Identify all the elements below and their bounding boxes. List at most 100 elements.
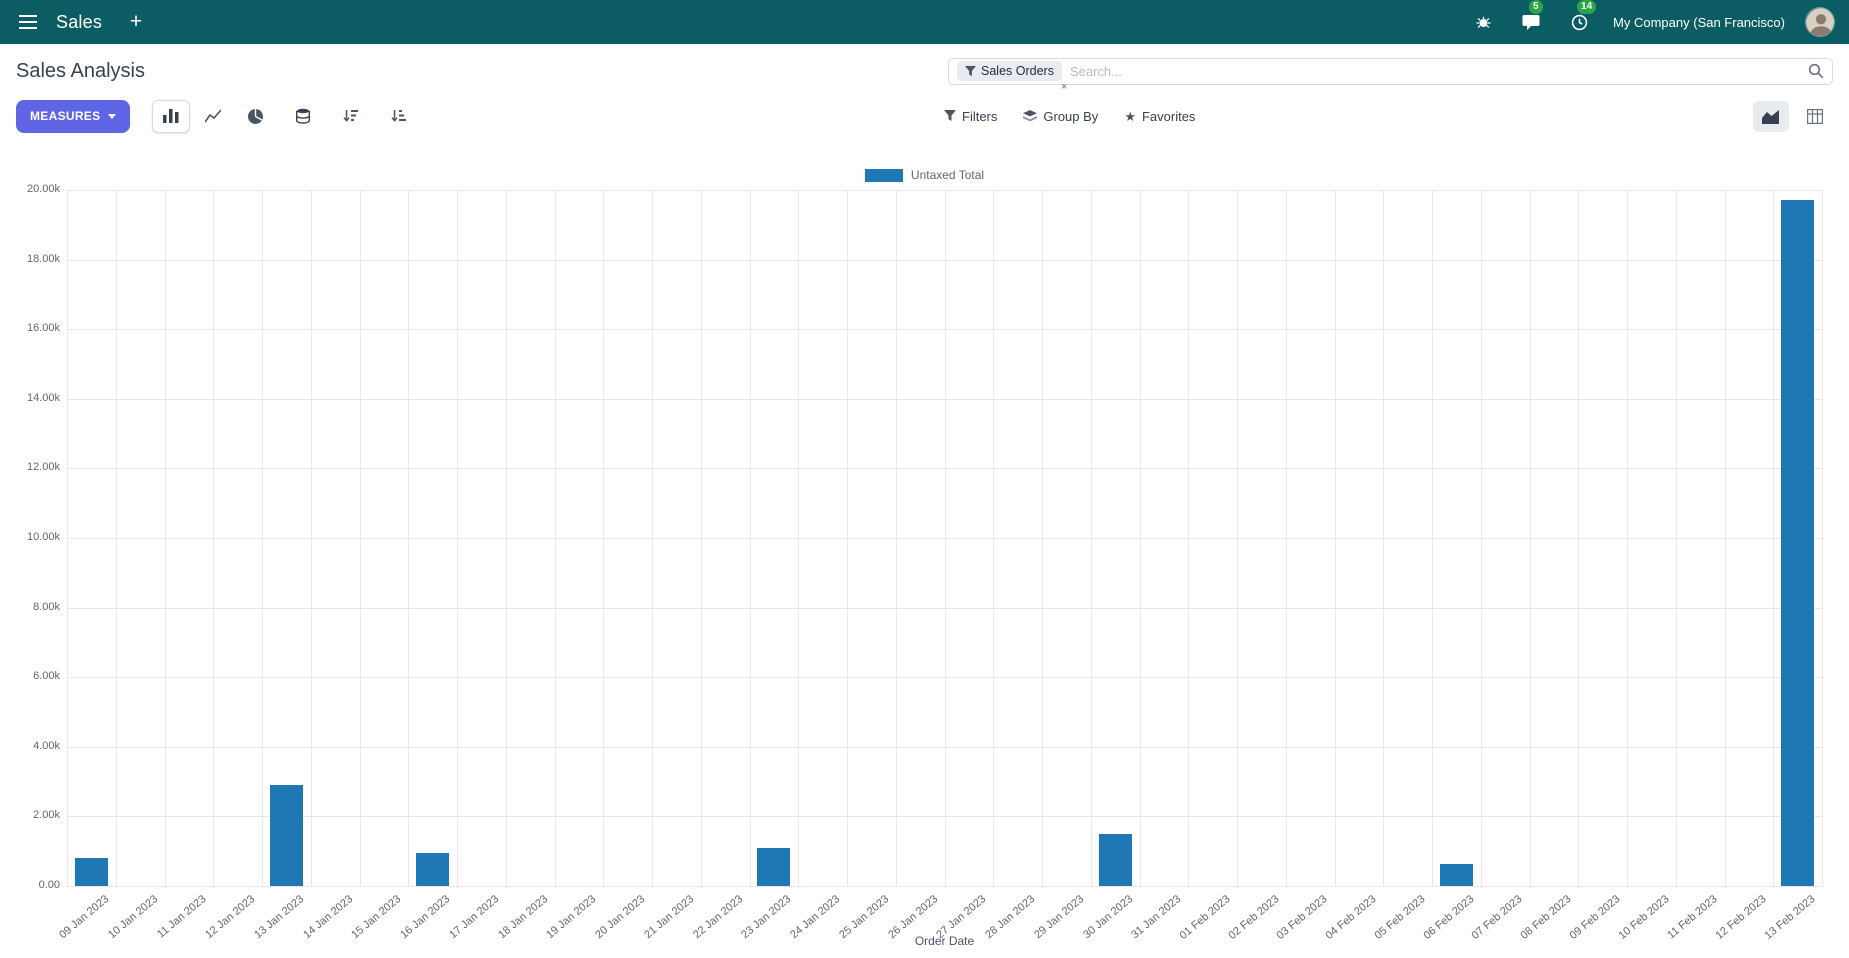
bar[interactable] xyxy=(1098,833,1132,886)
messages-badge: 5 xyxy=(1529,0,1543,14)
area-chart-icon xyxy=(1762,109,1779,124)
v-gridline xyxy=(359,190,361,886)
pie-chart-icon xyxy=(247,108,263,124)
sort-desc-button[interactable] xyxy=(332,100,370,133)
v-gridline xyxy=(700,190,702,886)
sort-asc-icon xyxy=(391,110,407,122)
v-gridline xyxy=(749,190,751,886)
h-gridline xyxy=(67,886,1822,887)
chart-area: Untaxed Total 0.00 2.00k 4.00k 6.00k 8.00k 10… xyxy=(0,142,1849,958)
bar[interactable] xyxy=(1439,864,1473,886)
v-gridline xyxy=(1529,190,1531,886)
y-tick-label: 6.00k xyxy=(33,670,60,683)
app-name[interactable]: Sales xyxy=(56,11,103,32)
groupby-button[interactable]: Group By xyxy=(1023,109,1098,124)
chat-bubble-icon xyxy=(1522,15,1540,30)
v-gridline xyxy=(1139,190,1141,886)
activities-button[interactable] xyxy=(1565,6,1593,38)
hamburger-icon xyxy=(19,15,37,29)
v-gridline xyxy=(895,190,897,886)
line-chart-button[interactable] xyxy=(194,100,232,133)
v-gridline xyxy=(262,190,263,886)
v-gridline xyxy=(993,190,995,886)
bar[interactable] xyxy=(757,848,791,886)
v-gridline xyxy=(457,190,458,886)
y-tick-label: 8.00k xyxy=(33,600,60,613)
bar-chart-button[interactable] xyxy=(152,99,191,133)
v-gridline xyxy=(798,190,800,886)
graph-view-button[interactable] xyxy=(1753,100,1789,132)
v-gridline xyxy=(1334,190,1336,886)
measures-label: MEASURES xyxy=(30,109,101,123)
chart-legend[interactable]: Untaxed Total xyxy=(0,168,1849,182)
search-bar[interactable]: Sales Orders × xyxy=(948,57,1833,92)
v-gridline xyxy=(847,190,848,886)
filter-icon xyxy=(944,110,956,121)
top-navbar: Sales + 5 14 My Company (San Francisco) xyxy=(0,0,1849,44)
v-gridline xyxy=(1042,190,1043,886)
v-gridline xyxy=(1675,190,1677,886)
v-gridline xyxy=(944,190,946,886)
y-tick-label: 18.00k xyxy=(26,252,60,265)
search-icon[interactable] xyxy=(1808,63,1824,79)
y-tick-label: 16.00k xyxy=(26,322,60,335)
stacked-icon xyxy=(296,108,311,124)
messages-button[interactable] xyxy=(1517,6,1545,38)
v-gridline xyxy=(554,190,556,886)
avatar-image xyxy=(1806,8,1834,36)
pie-chart-button[interactable] xyxy=(236,100,274,133)
caret-down-icon xyxy=(108,113,117,119)
star-icon: ★ xyxy=(1124,108,1136,124)
bar[interactable] xyxy=(1781,200,1815,886)
page-title: Sales Analysis xyxy=(16,59,145,82)
sort-desc-icon xyxy=(343,110,359,122)
v-gridline xyxy=(1724,190,1726,886)
new-window-button[interactable]: + xyxy=(122,6,150,38)
debug-button[interactable] xyxy=(1469,6,1497,38)
filters-button[interactable]: Filters xyxy=(944,109,997,124)
filter-icon xyxy=(965,65,976,76)
y-tick-label: 20.00k xyxy=(26,183,60,195)
bar[interactable] xyxy=(74,858,108,886)
y-tick-label: 10.00k xyxy=(26,531,60,543)
user-avatar[interactable] xyxy=(1805,7,1835,37)
v-gridline xyxy=(603,190,605,886)
company-switcher[interactable]: My Company (San Francisco) xyxy=(1613,14,1785,30)
facet-remove-button[interactable]: × xyxy=(1061,80,1068,93)
v-gridline xyxy=(1773,190,1775,886)
favorites-label: Favorites xyxy=(1141,108,1196,124)
v-gridline xyxy=(1627,190,1628,886)
control-panel: Sales Analysis Sales Orders × MEASURES xyxy=(0,44,1849,142)
v-gridline xyxy=(213,190,215,886)
line-chart-icon xyxy=(205,109,222,123)
pivot-view-button[interactable] xyxy=(1797,101,1833,132)
v-gridline xyxy=(1237,190,1238,886)
y-tick-label: 12.00k xyxy=(26,461,60,474)
sort-asc-button[interactable] xyxy=(380,100,418,133)
legend-label: Untaxed Total xyxy=(910,168,985,182)
apps-menu-button[interactable] xyxy=(14,6,42,38)
v-gridline xyxy=(67,190,68,886)
x-axis-title: Order Date xyxy=(914,934,975,948)
v-gridline xyxy=(1090,190,1092,886)
v-gridline xyxy=(310,190,312,886)
v-gridline xyxy=(1578,190,1580,886)
search-facet-label: Sales Orders xyxy=(981,64,1054,78)
v-gridline xyxy=(408,190,410,886)
search-facet[interactable]: Sales Orders xyxy=(957,61,1062,81)
v-gridline xyxy=(652,190,653,886)
v-gridline xyxy=(1822,190,1823,886)
v-gridline xyxy=(115,190,117,886)
activities-badge: 14 xyxy=(1577,0,1597,14)
layers-icon xyxy=(1023,109,1038,121)
y-tick-label: 0.00 xyxy=(38,879,60,891)
stacked-toggle-button[interactable] xyxy=(284,100,322,133)
v-gridline xyxy=(1432,190,1433,886)
v-gridline xyxy=(505,190,507,886)
bar[interactable] xyxy=(416,852,450,886)
plot: 0.00 2.00k 4.00k 6.00k 8.00k 10.00k 12.00k 14.0… xyxy=(0,142,1849,958)
favorites-button[interactable]: ★ Favorites xyxy=(1124,109,1195,124)
measures-button[interactable]: MEASURES xyxy=(16,99,131,133)
search-input[interactable] xyxy=(1069,63,1800,79)
bar[interactable] xyxy=(269,785,303,886)
